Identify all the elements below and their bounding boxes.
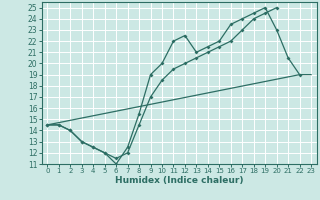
X-axis label: Humidex (Indice chaleur): Humidex (Indice chaleur) [115, 176, 244, 185]
